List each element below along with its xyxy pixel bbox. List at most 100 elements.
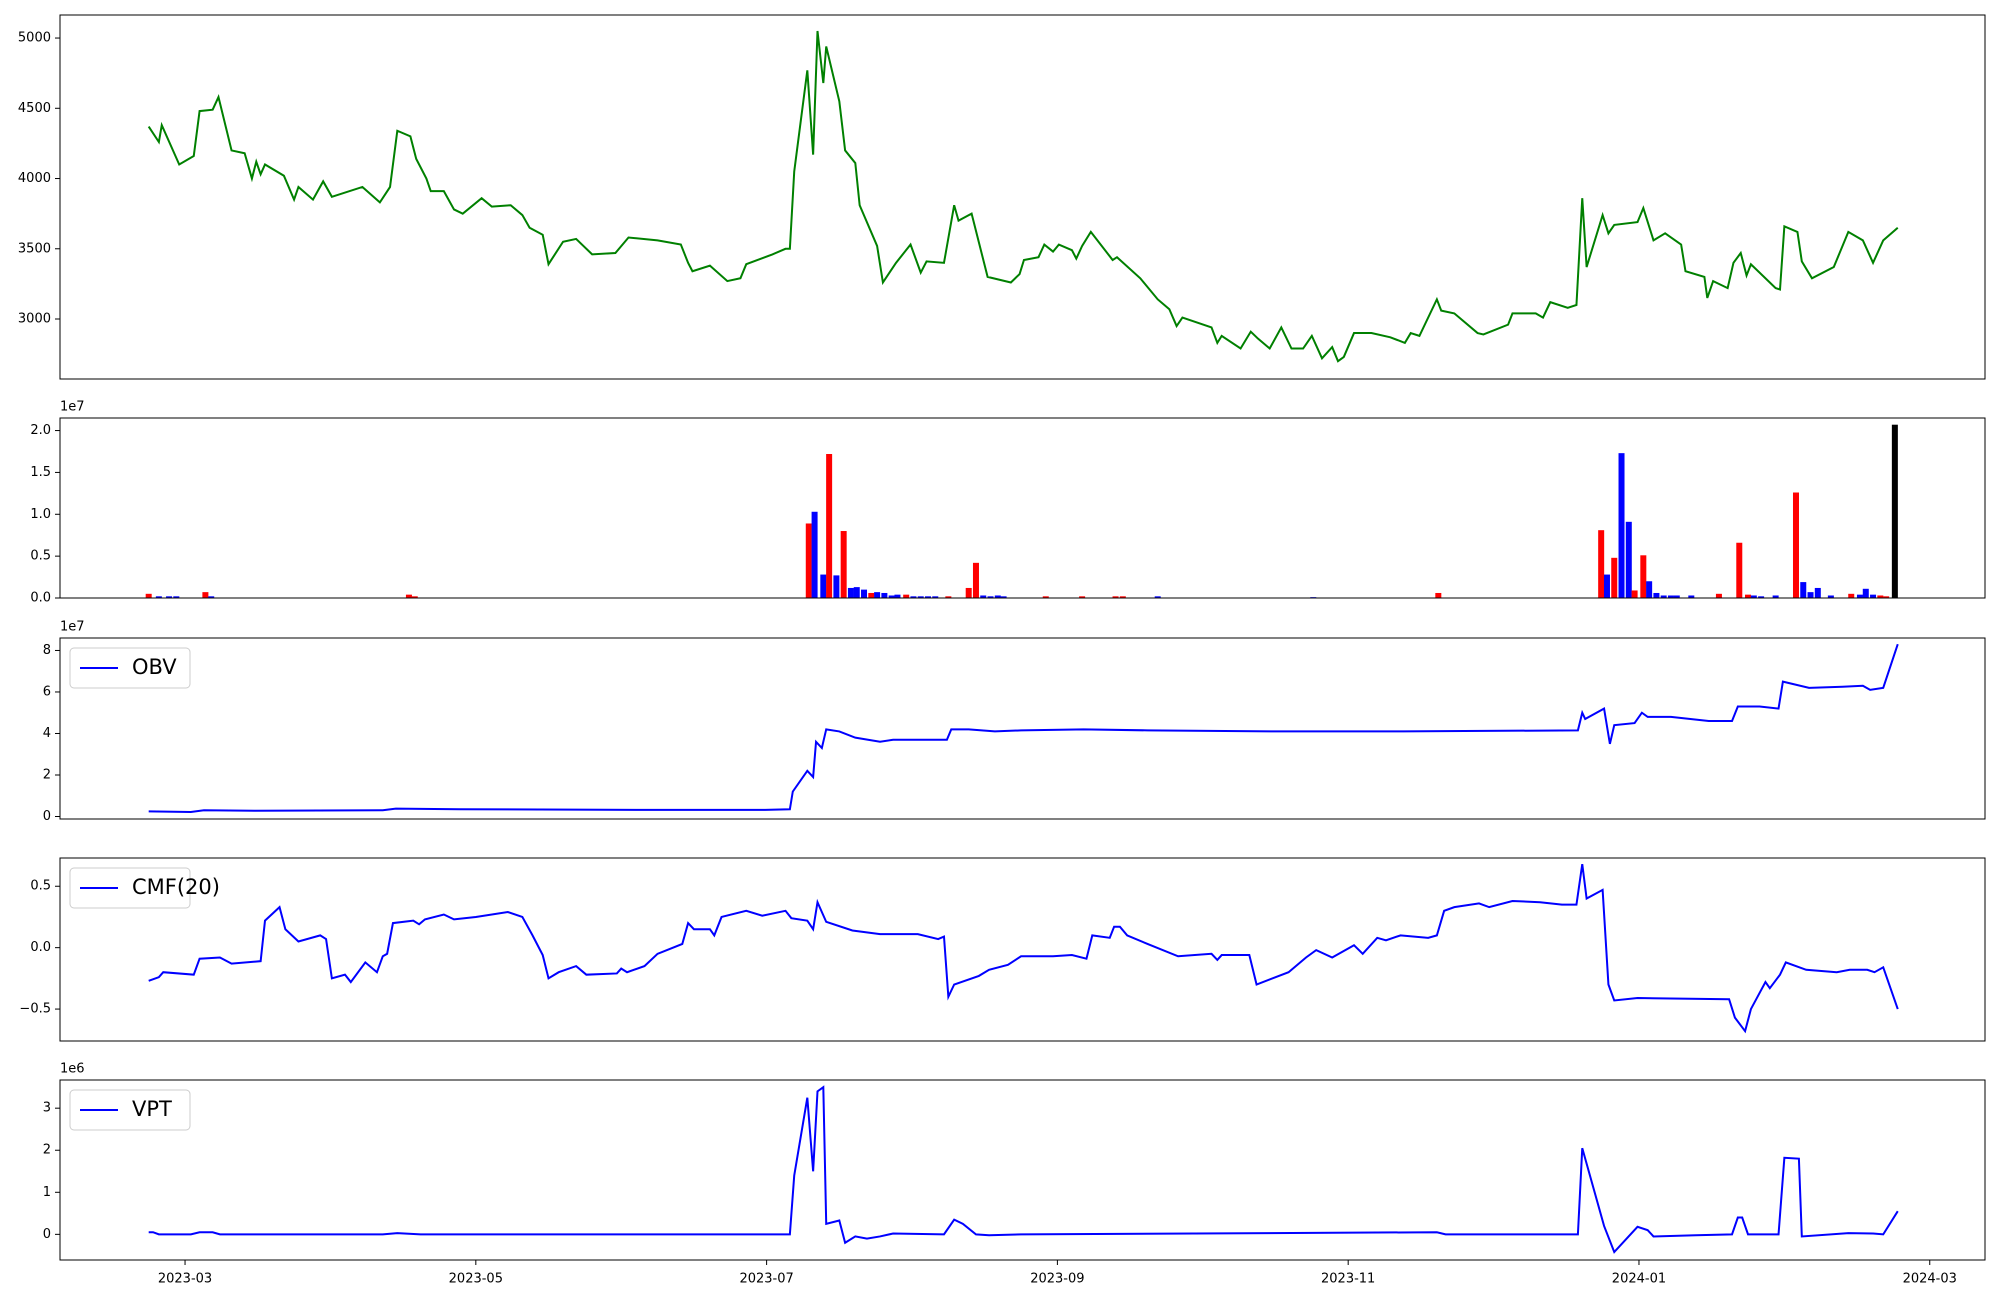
bar — [155, 596, 162, 598]
bar — [1745, 594, 1752, 598]
bar — [1640, 555, 1647, 598]
bar — [173, 596, 180, 598]
bar — [847, 587, 854, 598]
bar — [888, 595, 895, 598]
x-tick-label: 2023-07 — [739, 1272, 793, 1287]
bar — [1792, 492, 1799, 598]
bar — [917, 596, 924, 598]
bar — [1154, 596, 1161, 598]
y-tick-label: 6 — [43, 684, 51, 699]
bar — [1736, 542, 1743, 598]
bar — [987, 596, 994, 598]
y-tick-label: 3 — [43, 1101, 51, 1116]
x-tick-label: 2023-05 — [449, 1272, 503, 1287]
offset-text: 1e7 — [60, 620, 85, 635]
bar — [1891, 424, 1898, 598]
bar — [945, 596, 952, 598]
y-tick-label: 4000 — [18, 171, 51, 186]
bar — [1814, 587, 1821, 598]
bar — [405, 594, 412, 598]
bar — [1112, 596, 1119, 598]
bar — [1715, 593, 1722, 598]
bar — [1758, 596, 1765, 598]
bar — [1653, 592, 1660, 598]
bar — [1119, 596, 1126, 598]
bar — [972, 562, 979, 598]
bar — [1435, 592, 1442, 598]
y-tick-label: 8 — [43, 643, 51, 658]
legend-box — [69, 1089, 191, 1131]
y-tick-label: 0.0 — [30, 940, 51, 955]
bar — [1042, 596, 1049, 598]
bar — [861, 589, 868, 598]
y-tick-label: 0.5 — [30, 549, 51, 564]
bar — [811, 511, 818, 598]
bar — [874, 592, 881, 598]
bar — [881, 592, 888, 598]
bar — [1625, 521, 1632, 598]
bar — [208, 596, 215, 598]
bar — [1618, 453, 1625, 598]
axes-frame — [59, 417, 1986, 599]
bar — [903, 594, 910, 598]
bar — [1827, 595, 1834, 598]
legend-label: CMF(20) — [132, 875, 220, 899]
bar — [1660, 595, 1667, 598]
bar — [1848, 593, 1855, 598]
y-tick-label: 1.0 — [30, 507, 51, 522]
bar — [868, 592, 875, 598]
offset-text: 1e6 — [60, 1062, 85, 1077]
bar — [994, 595, 1001, 598]
bar — [1646, 581, 1653, 598]
y-tick-label: 2 — [43, 1143, 51, 1158]
bar — [145, 593, 152, 598]
legend-label: OBV — [132, 655, 177, 679]
y-tick-label: 2 — [43, 767, 51, 782]
bar — [1800, 582, 1807, 598]
line-series — [147, 30, 1899, 363]
line-series — [148, 1085, 1899, 1254]
bar — [924, 596, 931, 598]
legend-box — [69, 867, 191, 909]
y-tick-label: 1.5 — [30, 465, 51, 480]
bar — [411, 596, 418, 598]
line-series — [148, 643, 1899, 813]
x-tick-label: 2024-03 — [1903, 1272, 1957, 1287]
bar — [1807, 592, 1814, 598]
bar — [1877, 595, 1884, 598]
bar — [1631, 590, 1638, 598]
x-tick-label: 2023-11 — [1321, 1272, 1375, 1287]
y-tick-label: 0 — [43, 1227, 51, 1242]
bar — [932, 596, 939, 598]
bar — [1883, 596, 1890, 598]
axes-frame — [59, 637, 1986, 820]
bar — [965, 587, 972, 598]
offset-text: 1e7 — [60, 400, 85, 415]
bar — [910, 596, 917, 598]
bar — [1611, 557, 1618, 598]
bar — [1667, 595, 1674, 598]
bar — [1750, 595, 1757, 598]
bar — [166, 596, 173, 598]
bar — [1000, 596, 1007, 598]
legend-box — [69, 647, 191, 689]
y-tick-label: 5000 — [18, 31, 51, 46]
bar — [202, 592, 209, 598]
bar — [1862, 588, 1869, 598]
y-tick-label: 0 — [43, 809, 51, 824]
line-series — [148, 863, 1899, 1034]
x-tick-label: 2023-09 — [1030, 1272, 1084, 1287]
bar — [1688, 595, 1695, 598]
bar — [1870, 594, 1877, 598]
bar — [1772, 595, 1779, 598]
y-tick-label: 3000 — [18, 312, 51, 327]
bar — [1603, 574, 1610, 598]
bar — [840, 531, 847, 598]
bar — [1079, 596, 1086, 598]
bar — [826, 454, 833, 598]
bar — [980, 595, 987, 598]
bar — [1598, 530, 1605, 598]
y-tick-label: 0.5 — [30, 879, 51, 894]
y-tick-label: 4500 — [18, 101, 51, 116]
